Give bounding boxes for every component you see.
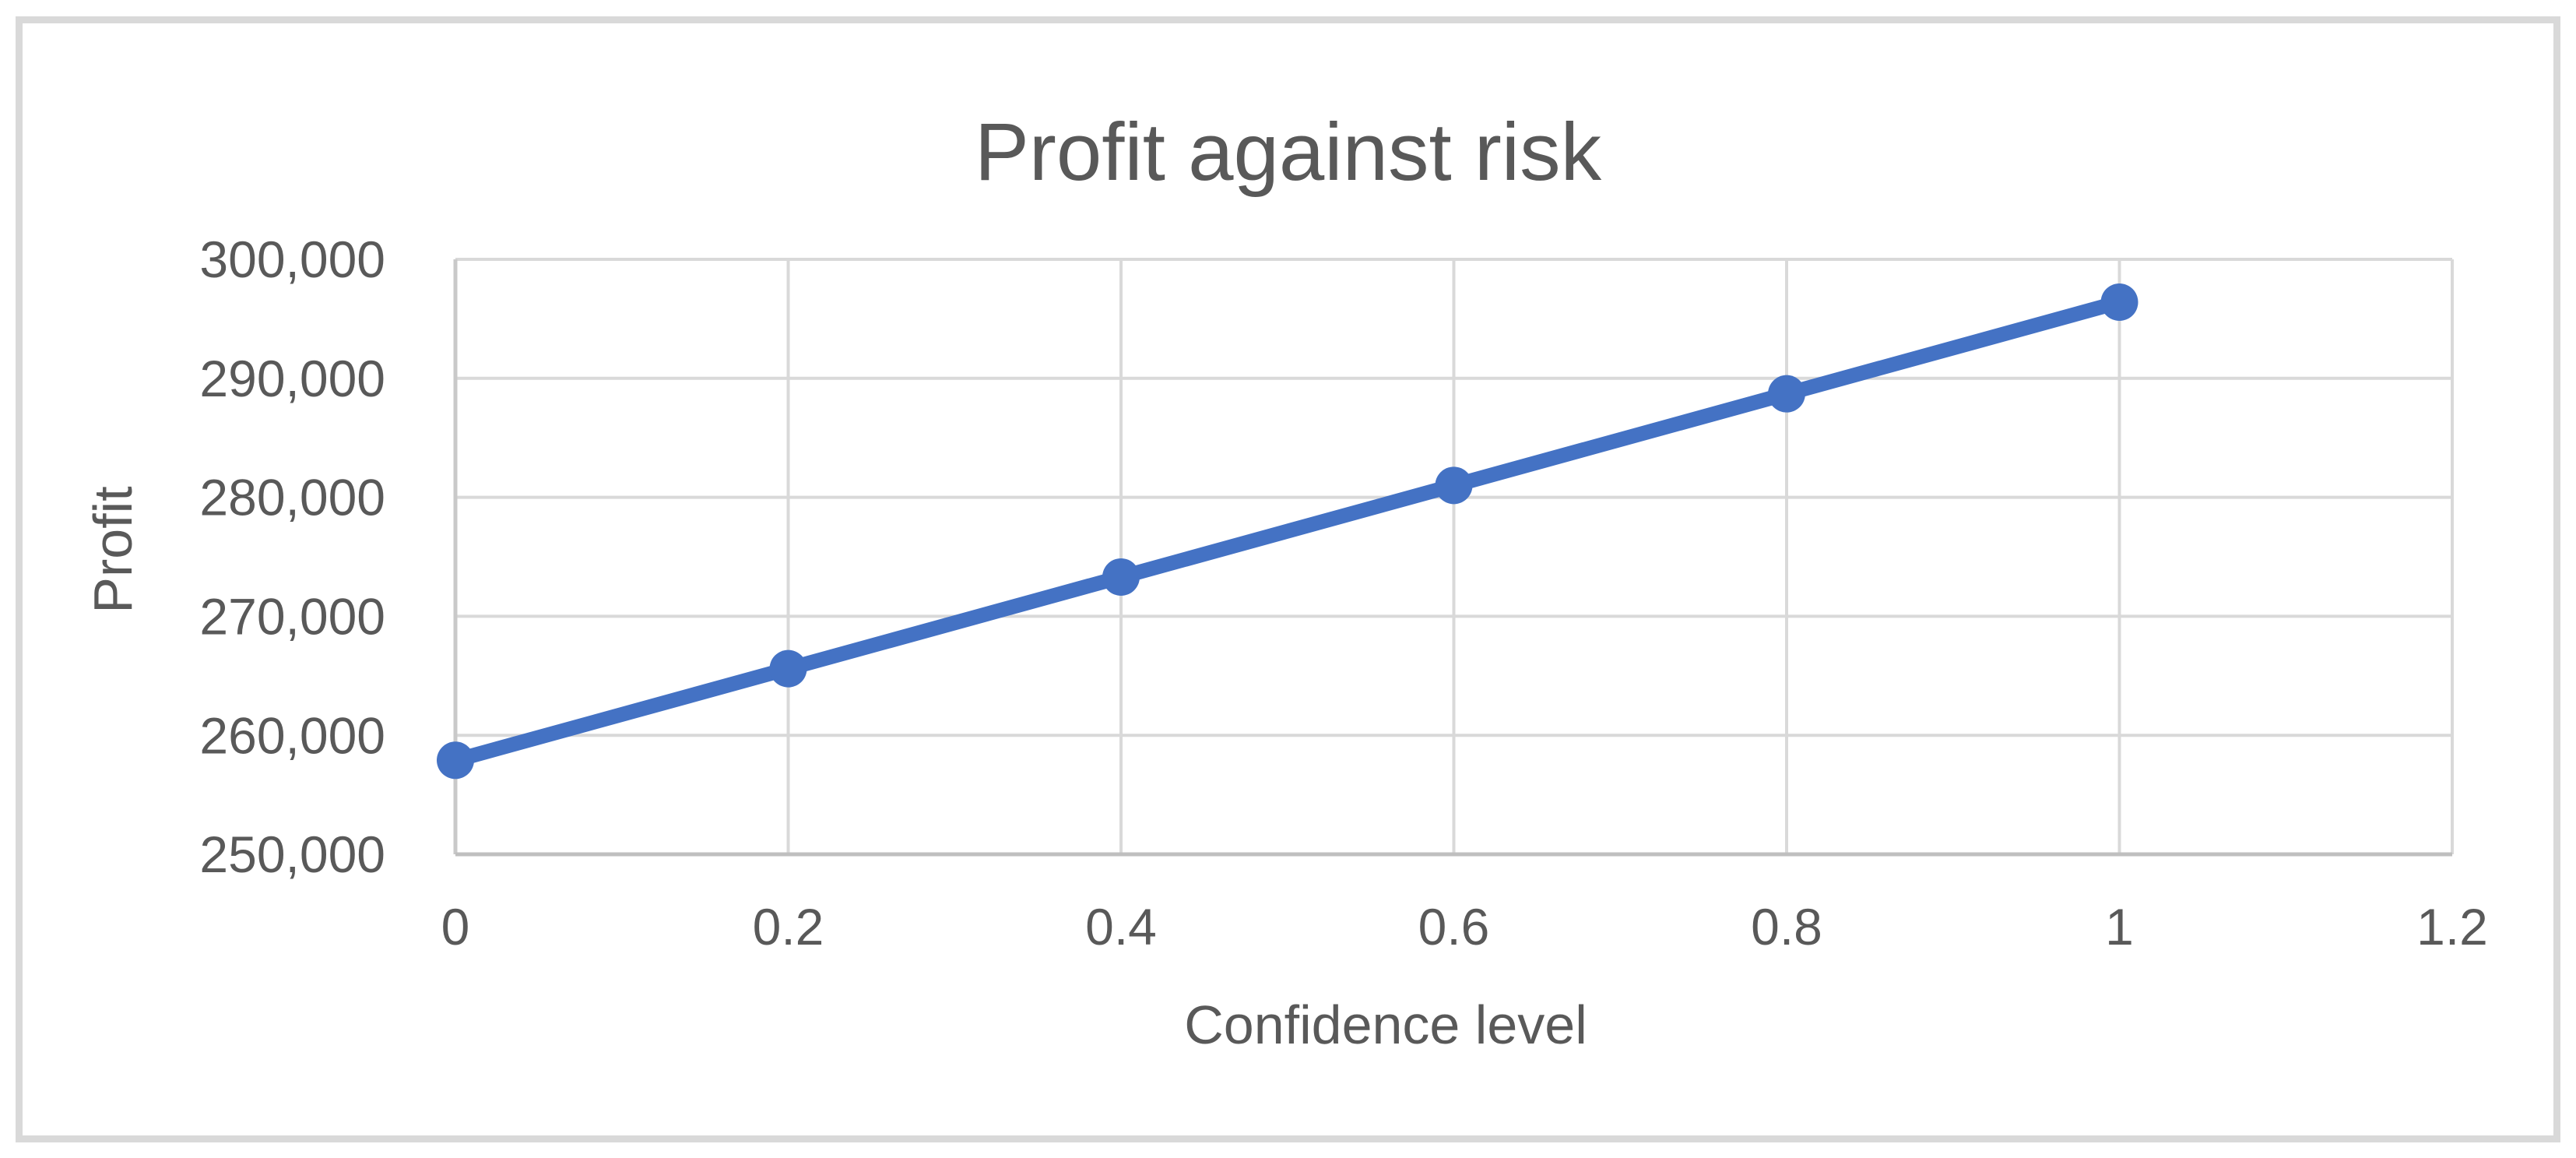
x-tick-label: 0.8 [1751, 898, 1822, 956]
data-point-marker [1102, 558, 1140, 596]
x-axis-title: Confidence level [1184, 994, 1587, 1055]
y-tick-label: 300,000 [199, 231, 385, 288]
data-point-marker [1435, 466, 1473, 505]
x-tick-label: 0.2 [753, 898, 824, 956]
data-point-marker [437, 741, 474, 780]
y-tick-label: 260,000 [199, 706, 385, 764]
x-tick-label: 1.2 [2416, 898, 2488, 956]
data-point-marker [769, 649, 807, 688]
x-tick-label: 0 [441, 898, 470, 956]
y-tick-label: 280,000 [199, 469, 385, 526]
gridlines [454, 258, 2454, 856]
x-tick-label: 0.6 [1418, 898, 1490, 956]
data-point-marker [1768, 375, 1805, 413]
chart-border-frame [16, 16, 2560, 1142]
data-point-marker [2100, 283, 2138, 322]
series-line [448, 294, 2127, 768]
x-tick-labels: 0 0.2 0.4 0.6 0.8 1 1.2 [441, 898, 2488, 956]
y-tick-label: 250,000 [199, 825, 385, 883]
y-tick-labels: 250,000 260,000 270,000 280,000 290,000 300,0… [199, 231, 385, 883]
x-tick-label: 0.4 [1085, 898, 1157, 956]
x-tick-label: 1 [2105, 898, 2134, 956]
y-tick-label: 290,000 [199, 350, 385, 407]
chart-title: Profit against risk [974, 107, 1602, 198]
data-point-markers [437, 283, 2138, 780]
y-tick-label: 270,000 [199, 588, 385, 646]
